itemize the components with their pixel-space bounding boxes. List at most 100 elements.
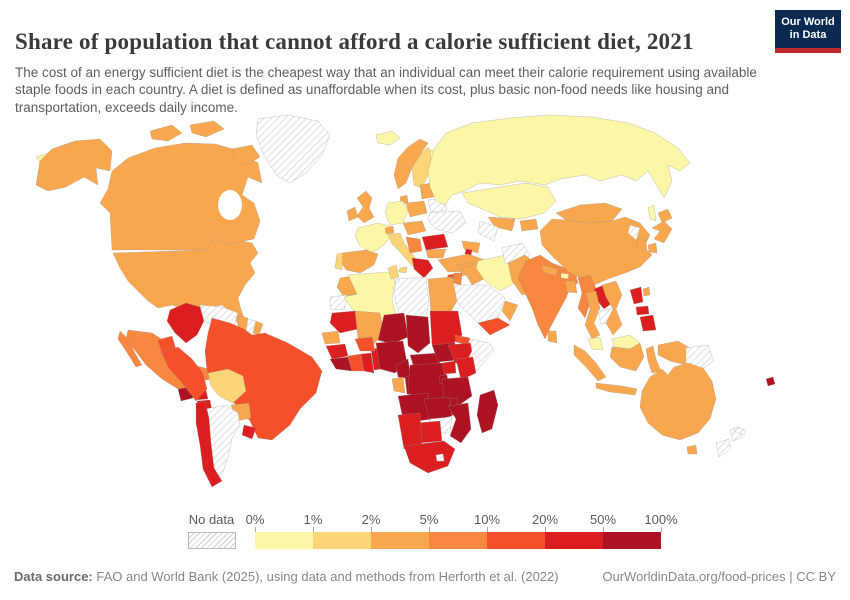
country-peru[interactable]: Peru: 10-20% xyxy=(161,346,208,402)
country-colombia[interactable]: Colombia: 20-50% xyxy=(166,302,205,344)
legend-segment[interactable] xyxy=(603,532,661,549)
country-lesotho[interactable]: Lesotho: No data xyxy=(435,453,445,462)
country-france[interactable]: France: 0-1% xyxy=(354,222,393,254)
country-mexico-baja[interactable]: Mexico: 5-10% xyxy=(117,330,143,368)
country-chile[interactable]: Chile: 20-50% xyxy=(195,400,223,488)
country-norway[interactable]: Norway: 2-5% xyxy=(393,138,429,190)
legend-segment[interactable] xyxy=(487,532,545,549)
country-namibia[interactable]: Namibia: 20-50% xyxy=(397,412,423,450)
country-switzerland[interactable]: Switzerland: 2-5% xyxy=(384,225,395,235)
country-bangladesh[interactable]: Bangladesh: 2-5% xyxy=(564,280,578,294)
country-greenland[interactable]: Greenland: No data xyxy=(255,114,331,184)
country-uzbekistan[interactable]: Uzbekistan: 2-5% xyxy=(487,216,516,232)
country-russia-sakhalin[interactable]: Russia: 0-1% xyxy=(647,204,657,222)
country-niger[interactable]: Niger: 50-100% xyxy=(377,312,409,345)
country-philippines[interactable]: Philippines: 20-50% xyxy=(635,305,650,316)
legend-no-data-swatch[interactable] xyxy=(188,532,236,549)
country-balkans[interactable]: Western Balkans: 5-10% xyxy=(405,236,423,254)
country-borneo-indonesia[interactable]: Indonesia (Kalimantan): 2-5% xyxy=(609,342,645,372)
country-ghana[interactable]: Ghana: 20-50% xyxy=(360,352,375,374)
country-nepal[interactable]: Nepal: 2-5% xyxy=(541,264,559,277)
country-japan[interactable]: Japan: 2-5% xyxy=(657,208,673,224)
country-burkina-faso[interactable]: Burkina Faso: 10-20% xyxy=(354,336,376,352)
country-tasmania[interactable]: Australia (Tasmania): 2-5% xyxy=(686,444,698,455)
legend-segment[interactable] xyxy=(255,532,313,549)
legend-tick-label: 100% xyxy=(644,512,678,527)
country-romania[interactable]: Romania: 20-50% xyxy=(421,233,449,251)
country-fiji[interactable]: Fiji: 50-100% xyxy=(765,376,776,387)
country-chad[interactable]: Chad: 50-100% xyxy=(405,314,431,354)
country-madagascar[interactable]: Madagascar: 50-100% xyxy=(476,389,499,434)
country-tunisia[interactable]: Tunisia: 1-2% xyxy=(387,264,400,280)
country-mozambique[interactable]: Mozambique: 50-100% xyxy=(447,402,472,444)
country-spain[interactable]: Spain: 2-5% xyxy=(339,249,379,274)
country-germany[interactable]: Germany: 0-1% xyxy=(384,200,409,226)
country-thailand[interactable]: Thailand: 2-5% xyxy=(584,290,601,340)
country-uganda[interactable]: Uganda: 20-50% xyxy=(441,360,457,375)
country-iceland[interactable]: Iceland: 0-1% xyxy=(375,130,401,146)
country-bulgaria[interactable]: Bulgaria: 2-5% xyxy=(425,248,447,259)
country-mauritania[interactable]: Mauritania: 20-50% xyxy=(329,310,359,334)
legend-segment[interactable] xyxy=(429,532,487,549)
country-taiwan[interactable]: Taiwan: 2-5% xyxy=(642,286,651,297)
country-yemen[interactable]: Yemen: 10-20% xyxy=(477,317,511,336)
country-south-korea[interactable]: South Korea: 2-5% xyxy=(635,236,648,251)
country-egypt[interactable]: Egypt: 2-5% xyxy=(427,276,458,316)
country-malaysia-peninsula[interactable]: Malaysia (Peninsula): 0-1% xyxy=(587,336,604,351)
country-bhutan[interactable]: Bhutan: 0-1% xyxy=(560,272,570,280)
country-levant[interactable]: Israel-Jordan: 5-10% xyxy=(452,272,463,286)
country-new-zealand[interactable]: New Zealand: No data xyxy=(715,438,732,458)
country-arctic-islands[interactable]: Canada (Arctic Islands): 2-5% xyxy=(149,124,183,142)
country-senegal[interactable]: Senegal: 2-5% xyxy=(321,330,341,345)
country-kyrgyzstan-tajikistan[interactable]: Kyrgyzstan-Tajikistan: 2-5% xyxy=(519,218,539,232)
map-legend: No data 0% 1% 2% 5% 10% 20% 50% 100% xyxy=(188,511,678,557)
legend-segment[interactable] xyxy=(545,532,603,549)
country-russia[interactable]: Russia: 0-1% xyxy=(427,114,691,206)
country-sri-lanka[interactable]: Sri Lanka: 2-5% xyxy=(547,330,558,344)
country-japan[interactable]: Japan: 2-5% xyxy=(647,242,658,254)
country-new-caledonia[interactable]: New Caledonia: No data xyxy=(733,426,747,436)
country-alaska[interactable]: United States (Alaska): 2-5% xyxy=(35,138,113,192)
country-papua-new-guinea[interactable]: Papua New Guinea: No data xyxy=(685,344,715,371)
country-australia[interactable]: Australia: 2-5% xyxy=(639,362,717,441)
country-georgia-azerbaijan[interactable]: Georgia-Azerbaijan: 2-5% xyxy=(461,240,481,254)
country-gabon[interactable]: Gabon: 2-5% xyxy=(391,376,406,394)
country-arctic-islands[interactable]: Canada (Arctic Islands): 2-5% xyxy=(231,144,261,166)
country-kazakhstan[interactable]: Kazakhstan: 0-1% xyxy=(461,182,557,220)
country-italy-sicily[interactable]: Italy: 1-2% xyxy=(398,266,408,274)
country-oman[interactable]: Oman: 2-5% xyxy=(501,300,519,322)
country-philippines[interactable]: Philippines: 20-50% xyxy=(639,314,657,332)
country-uruguay[interactable]: Uruguay: 20-50% xyxy=(241,424,257,440)
country-sudan[interactable]: Sudan: 20-50% xyxy=(429,310,463,350)
legend-tick-label: 50% xyxy=(589,512,617,527)
country-guinea[interactable]: Guinea: 20-50% xyxy=(325,343,349,360)
country-bolivia[interactable]: Bolivia: 1-2% xyxy=(207,368,247,404)
country-western-sahara[interactable]: Western Sahara: No data xyxy=(329,294,348,311)
country-somalia[interactable]: Somalia: No data xyxy=(467,338,495,372)
country-zambia[interactable]: Zambia: 50-100% xyxy=(423,396,453,422)
country-greece[interactable]: Greece: 20-50% xyxy=(411,257,434,279)
country-vietnam[interactable]: Vietnam: 2-5% xyxy=(601,280,623,336)
country-ireland[interactable]: Ireland: 2-5% xyxy=(346,206,359,222)
country-poland[interactable]: Poland: 2-5% xyxy=(405,200,428,218)
country-uk[interactable]: United Kingdom: 2-5% xyxy=(356,190,375,224)
country-central-europe[interactable]: Czechia-Austria-Hungary: 2-5% xyxy=(402,220,427,236)
country-china[interactable]: China: 2-5% xyxy=(539,216,653,286)
country-ukraine[interactable]: Ukraine: No data xyxy=(427,210,467,234)
country-south-africa[interactable]: South Africa: 20-50% xyxy=(403,440,456,474)
country-sumatra[interactable]: Indonesia (Sumatra): 2-5% xyxy=(573,344,607,382)
country-java[interactable]: Indonesia (Java): 2-5% xyxy=(595,382,638,396)
country-arctic-islands[interactable]: Canada (Arctic Islands): 2-5% xyxy=(189,120,225,138)
country-japan[interactable]: Japan: 2-5% xyxy=(651,220,673,244)
country-kenya[interactable]: Kenya: 20-50% xyxy=(455,356,477,381)
country-philippines[interactable]: Philippines: 20-50% xyxy=(629,286,644,305)
country-portugal[interactable]: Portugal: 1-2% xyxy=(334,252,344,271)
legend-segment[interactable] xyxy=(313,532,371,549)
legend-segment[interactable] xyxy=(371,532,429,549)
country-turkmenistan[interactable]: Turkmenistan: No data xyxy=(477,220,499,242)
footer-link[interactable]: OurWorldinData.org/food-prices | CC BY xyxy=(602,569,836,584)
country-saudi-arabia[interactable]: Saudi Arabia: No data xyxy=(451,284,506,324)
country-new-guinea-indonesia[interactable]: Indonesia (Papua): 2-5% xyxy=(657,340,691,366)
owid-logo[interactable]: Our World in Data xyxy=(775,10,841,53)
